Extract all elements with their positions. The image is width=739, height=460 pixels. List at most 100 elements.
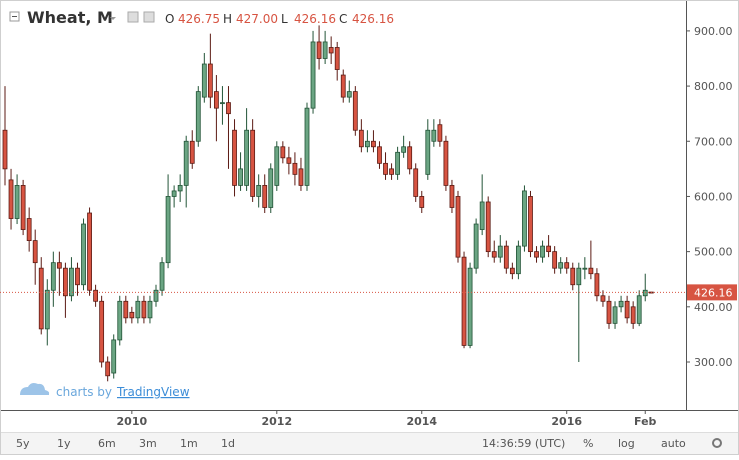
candle-body (238, 168, 243, 186)
settings-gear[interactable] (712, 438, 722, 448)
candle-body (528, 196, 533, 253)
candle-body (534, 251, 539, 258)
candle-body (256, 185, 262, 197)
candle-body (129, 311, 135, 319)
watermark-brand[interactable]: TradingView (116, 385, 190, 399)
candle-body (389, 168, 394, 175)
candle-body (377, 146, 382, 164)
candle-body (298, 168, 304, 186)
y-tick-label: 600.00 (694, 190, 733, 203)
ohlc-legend: O 426.75 H 427.00 L 426.16 C 426.16 (165, 12, 394, 26)
candle-body (479, 201, 485, 230)
candle-body (63, 267, 68, 297)
candle-body (582, 267, 588, 270)
candle-body (310, 41, 316, 109)
ohlc-key: L (281, 12, 288, 26)
watermark-logo (20, 383, 50, 395)
candle-body (395, 151, 401, 175)
range-button[interactable]: 1m (180, 437, 198, 450)
candle-body (606, 300, 612, 324)
candle-body (165, 196, 171, 264)
candle-body (32, 240, 38, 264)
candle-body (328, 47, 334, 54)
candle-body (401, 146, 407, 153)
watermark-prefix: charts by (56, 385, 112, 399)
candle-body (262, 185, 268, 208)
ohlc-key: H (223, 12, 232, 26)
option-button[interactable]: % (583, 437, 593, 450)
option-button[interactable]: log (618, 437, 635, 450)
candle-body (123, 300, 129, 319)
candle-body (38, 267, 44, 330)
candle-body (570, 267, 576, 286)
candle-body (588, 267, 594, 275)
ohlc-key: O (165, 12, 174, 26)
candle-body (280, 146, 286, 159)
candle-body (552, 251, 558, 269)
candle-body (443, 140, 449, 186)
candle-body (87, 212, 92, 291)
candle-body (407, 146, 413, 170)
x-tick-label: 2016 (551, 415, 582, 428)
candle-body (213, 91, 219, 109)
candle-body (485, 201, 491, 253)
candle-body (358, 129, 364, 148)
symbol-title: Wheat, M (27, 8, 113, 27)
option-button[interactable]: auto (661, 437, 686, 450)
candle-body (50, 262, 56, 291)
candle-body (449, 185, 455, 208)
candle-body (419, 196, 425, 208)
plot-area (0, 25, 686, 382)
candle-body (69, 267, 74, 297)
candle-body (322, 41, 328, 59)
candle-body (232, 129, 237, 186)
candle-body (44, 289, 50, 330)
candle-body (195, 91, 201, 142)
close-button[interactable] (143, 11, 155, 23)
range-button[interactable]: 1d (221, 437, 235, 450)
candle-body (171, 190, 177, 197)
range-button[interactable]: 6m (98, 437, 116, 450)
candle-body (244, 129, 250, 186)
candle-body (624, 300, 630, 319)
clock: 14:36:59 (UTC) (482, 437, 565, 450)
candle-body (14, 185, 20, 219)
ohlc-value: 426.16 (352, 12, 394, 26)
candle-body (159, 262, 165, 291)
candle-body (135, 300, 141, 319)
candle-body (636, 295, 642, 324)
symbol-menu-arrow[interactable] (110, 17, 116, 20)
candle-body (497, 245, 503, 258)
y-tick-label: 900.00 (694, 25, 733, 38)
candle-body (576, 267, 582, 286)
candle-body (455, 196, 461, 258)
candle-body (564, 262, 570, 269)
candle-body (371, 140, 376, 148)
candle-body (292, 162, 298, 175)
candle-body (558, 262, 564, 269)
candle-body (612, 306, 618, 324)
y-tick-label: 700.00 (694, 135, 733, 148)
range-button[interactable]: 1y (57, 437, 71, 450)
x-tick-label: Feb (634, 415, 657, 428)
candle-body (274, 146, 280, 186)
candle-body (509, 267, 515, 275)
last-price-label: 426.16 (694, 286, 733, 299)
settings-button[interactable] (127, 11, 139, 23)
range-button[interactable]: 3m (139, 437, 157, 450)
candle-body (268, 168, 274, 208)
candle-body (93, 289, 98, 302)
range-button[interactable]: 5y (16, 437, 30, 450)
x-tick-label: 2012 (261, 415, 292, 428)
candle-body (467, 267, 473, 346)
candle-body (250, 129, 256, 197)
candle-body (189, 140, 195, 164)
toolbar-bg (0, 432, 739, 455)
candle-body (334, 47, 340, 70)
candle-body (346, 91, 352, 98)
candle-body (117, 300, 123, 341)
candle-body (286, 157, 292, 164)
